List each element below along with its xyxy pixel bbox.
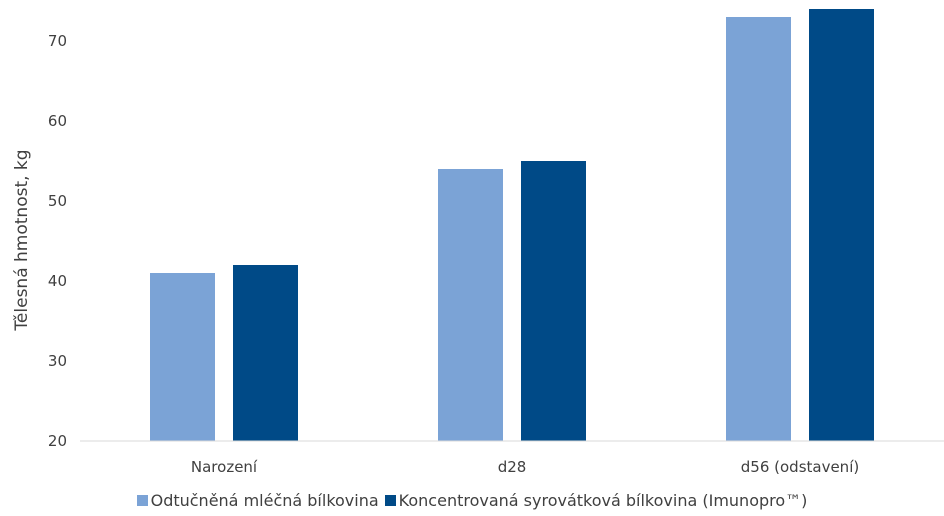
bar-odtucnena-1	[438, 169, 503, 441]
y-tick-label: 50	[48, 192, 67, 210]
x-tick-label: d28	[498, 458, 527, 476]
y-tick-label: 40	[48, 272, 67, 290]
bar-odtucnena-0	[150, 273, 215, 441]
y-tick-label: 60	[48, 112, 67, 130]
bars	[150, 9, 874, 441]
x-tick-label: d56 (odstavení)	[741, 458, 859, 476]
y-tick-label: 20	[48, 432, 67, 450]
legend-item: Odtučněná mléčná bílkovina	[136, 491, 379, 510]
legend-item: Koncentrovaná syrovátková bílkovina (Imu…	[384, 491, 808, 510]
legend-swatch	[136, 495, 148, 506]
bar-koncentrovana-0	[233, 265, 298, 441]
x-tick-label: Narození	[191, 458, 258, 476]
bar-koncentrovana-2	[809, 9, 874, 441]
legend: Odtučněná mléčná bílkovina Koncentrovaná …	[0, 491, 944, 510]
y-axis-title: Tělesná hmotnost, kg	[12, 149, 32, 331]
legend-label: Odtučněná mléčná bílkovina	[150, 491, 379, 510]
y-tick-label: 30	[48, 352, 67, 370]
x-axis-ticks: Narození d28 d56 (odstavení)	[191, 458, 859, 476]
bar-odtucnena-2	[726, 17, 791, 441]
legend-label: Koncentrovaná syrovátková bílkovina (Imu…	[398, 491, 808, 510]
bar-koncentrovana-1	[521, 161, 586, 441]
y-tick-label: 70	[48, 32, 67, 50]
y-axis-ticks: 20 30 40 50 60 70	[48, 32, 67, 450]
legend-swatch	[384, 495, 396, 506]
